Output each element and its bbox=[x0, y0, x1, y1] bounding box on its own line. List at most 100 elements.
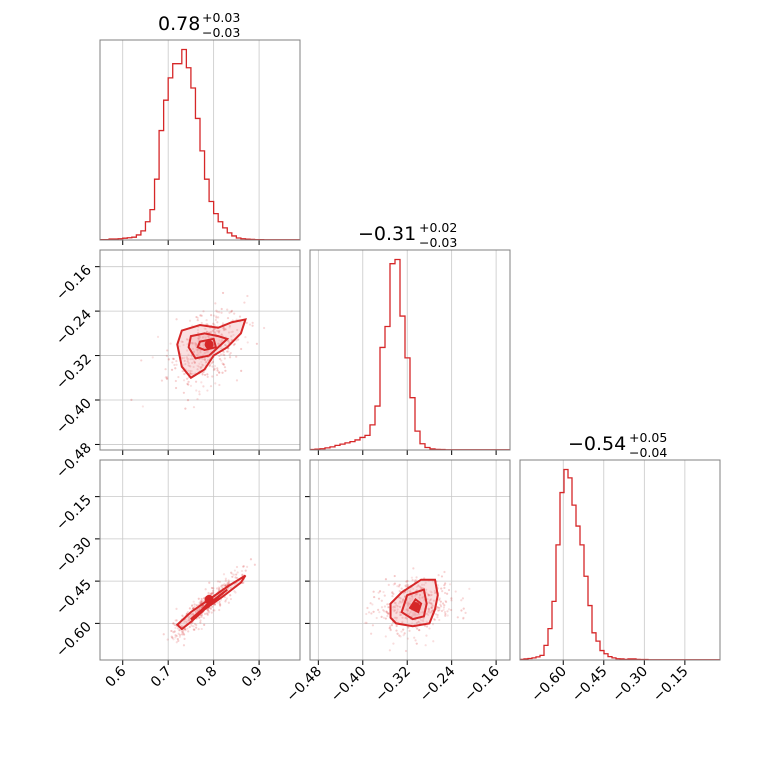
scatter-point bbox=[203, 373, 207, 377]
scatter-point bbox=[212, 322, 215, 325]
scatter-point bbox=[388, 649, 391, 652]
scatter-point bbox=[454, 590, 457, 593]
scatter-point bbox=[223, 328, 226, 331]
scatter-point bbox=[189, 358, 192, 361]
scatter-point bbox=[415, 593, 418, 596]
scatter-point bbox=[439, 605, 443, 608]
y-tick-label: −0.15 bbox=[53, 492, 95, 534]
scatter-point bbox=[207, 336, 210, 339]
scatter-point bbox=[382, 616, 386, 619]
scatter-point bbox=[384, 617, 387, 620]
scatter-point bbox=[438, 618, 441, 622]
scatter-point bbox=[220, 339, 224, 342]
scatter-point bbox=[194, 343, 197, 346]
scatter-point bbox=[190, 372, 193, 375]
scatter-point bbox=[186, 357, 189, 360]
scatter-point bbox=[439, 603, 442, 606]
scatter-point bbox=[172, 631, 175, 634]
scatter-point bbox=[206, 375, 209, 378]
scatter-point bbox=[417, 584, 420, 587]
scatter-point bbox=[193, 628, 196, 631]
scatter-point bbox=[213, 367, 216, 370]
scatter-point bbox=[424, 644, 427, 647]
scatter-point bbox=[437, 574, 440, 577]
scatter-point bbox=[227, 582, 230, 585]
scatter-point bbox=[234, 591, 237, 594]
scatter-point bbox=[202, 346, 206, 349]
scatter-point bbox=[216, 601, 219, 604]
scatter-point bbox=[231, 330, 234, 333]
scatter-point bbox=[391, 591, 394, 594]
scatter-point bbox=[217, 588, 221, 591]
scatter-point bbox=[383, 610, 386, 613]
scatter-point bbox=[427, 613, 430, 617]
scatter-point bbox=[417, 620, 420, 624]
scatter-point bbox=[398, 583, 401, 586]
scatter-point bbox=[187, 353, 190, 356]
scatter-point bbox=[192, 612, 195, 615]
scatter-point bbox=[211, 329, 214, 333]
scatter-point bbox=[429, 611, 433, 614]
scatter-point bbox=[182, 630, 185, 633]
scatter-point bbox=[462, 616, 465, 619]
scatter-point bbox=[191, 613, 194, 616]
scatter-point bbox=[406, 604, 410, 607]
scatter-point bbox=[213, 603, 217, 606]
scatter-point bbox=[184, 628, 187, 632]
x-tick-label: −0.60 bbox=[528, 664, 570, 706]
scatter-point bbox=[180, 340, 183, 343]
scatter-point bbox=[223, 366, 227, 369]
scatter-point bbox=[418, 596, 421, 599]
scatter-point bbox=[197, 337, 200, 340]
scatter-point bbox=[210, 362, 213, 365]
hist-panel-1 bbox=[99, 39, 301, 245]
scatter-point bbox=[372, 590, 375, 593]
scatter-point bbox=[225, 583, 228, 587]
scatter-point bbox=[164, 376, 167, 379]
scatter-point bbox=[215, 373, 219, 377]
scatter-point bbox=[411, 597, 414, 600]
scatter-point bbox=[170, 629, 173, 633]
scatter-point bbox=[183, 372, 186, 376]
scatter-point bbox=[424, 588, 428, 591]
scatter-point bbox=[394, 601, 397, 605]
scatter-point bbox=[421, 596, 425, 599]
scatter-point bbox=[208, 364, 211, 367]
scatter-point bbox=[255, 342, 258, 345]
scatter-point bbox=[448, 583, 452, 586]
scatter-point bbox=[231, 575, 234, 578]
x-tick-label: −0.15 bbox=[650, 664, 692, 706]
scatter-point bbox=[399, 600, 402, 604]
scatter-point bbox=[418, 628, 421, 632]
scatter-point bbox=[407, 626, 410, 629]
scatter-point bbox=[185, 620, 188, 623]
scatter-point bbox=[406, 637, 410, 640]
scatter-point bbox=[224, 577, 227, 580]
scatter-point bbox=[203, 352, 206, 355]
scatter-point bbox=[398, 589, 401, 593]
title-2-plus: +0.02 bbox=[419, 220, 457, 235]
scatter-point bbox=[410, 576, 414, 579]
scatter-point bbox=[212, 587, 215, 590]
scatter-point bbox=[192, 365, 195, 369]
hist-step-line bbox=[520, 468, 720, 661]
scatter-point bbox=[232, 343, 235, 347]
scatter-point bbox=[228, 326, 231, 329]
scatter-point bbox=[196, 608, 199, 612]
scatter-point bbox=[211, 375, 214, 378]
scatter-point bbox=[399, 611, 402, 614]
scatter-point bbox=[173, 623, 176, 627]
hist-panel-2 bbox=[309, 249, 511, 455]
scatter-point bbox=[227, 579, 230, 582]
scatter-point bbox=[369, 602, 372, 605]
scatter-point bbox=[414, 579, 417, 582]
scatter-point bbox=[211, 365, 214, 368]
scatter-point bbox=[140, 359, 143, 362]
scatter-point bbox=[418, 629, 421, 632]
x-tick-label: −0.24 bbox=[417, 663, 459, 705]
scatter-point bbox=[204, 588, 207, 591]
scatter-point bbox=[386, 603, 389, 606]
scatter-point bbox=[189, 371, 192, 375]
scatter-point bbox=[382, 590, 385, 594]
scatter-point bbox=[189, 384, 193, 387]
